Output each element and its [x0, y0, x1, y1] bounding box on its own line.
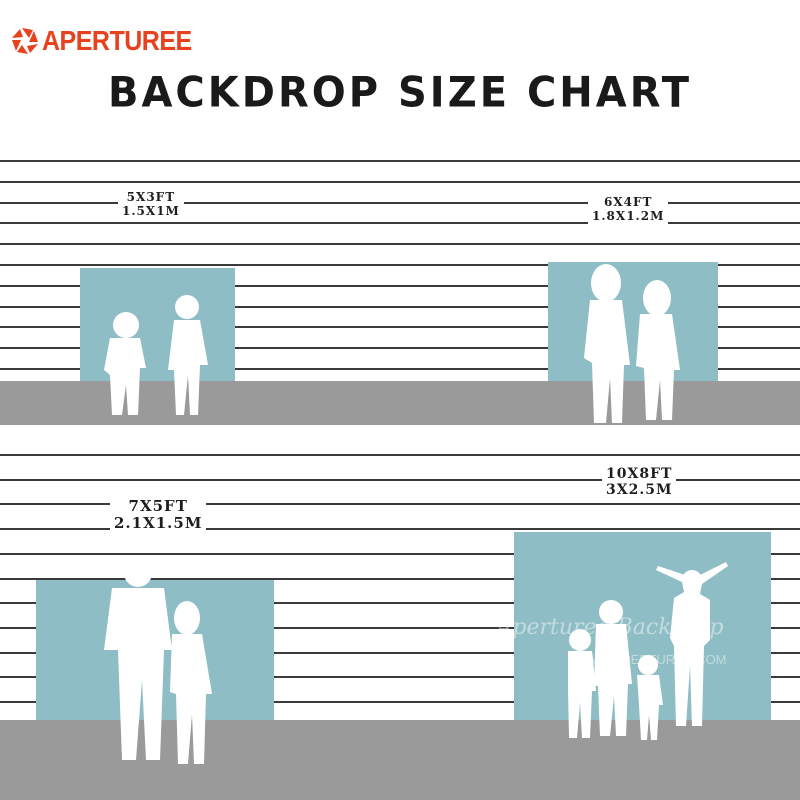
watermark-url: WWW.APERTUREE.COM: [573, 652, 727, 667]
size-label-10x8: 10X8FT 3X2.5M: [602, 466, 677, 499]
wall-line: [0, 180, 800, 183]
brand-logo: APERTUREE: [10, 25, 192, 56]
wall-line: [0, 243, 800, 246]
wall-line: [0, 305, 800, 308]
adult-silhouette: [170, 601, 212, 764]
page-title: BACKDROP SIZE CHART: [107, 68, 693, 118]
family-silhouette: [568, 562, 728, 740]
wall-line: [0, 552, 800, 555]
wall-line: [0, 528, 800, 531]
wall-line: [0, 201, 800, 204]
wall-line: [0, 454, 800, 456]
size-m: 2.1X1.5M: [114, 514, 203, 533]
wall-line: [0, 503, 800, 506]
wall-line: [0, 602, 800, 605]
wall-line: [0, 326, 800, 329]
child-silhouette: [104, 312, 146, 415]
aperture-icon: [12, 28, 38, 54]
wall-line: [0, 347, 800, 350]
size-label-6x4: 6X4FT 1.8X1.2M: [588, 195, 669, 224]
size-m: 1.5X1M: [122, 203, 180, 218]
logo-text: APERTUREE: [42, 25, 192, 56]
adult-silhouette: [584, 264, 630, 423]
wall-line: [0, 676, 800, 679]
wall-line: [0, 626, 800, 629]
wall-line: [0, 651, 800, 654]
size-label-7x5: 7X5FT 2.1X1.5M: [110, 497, 207, 533]
adult-silhouette: [636, 280, 680, 420]
size-ft: 6X4FT: [603, 195, 653, 209]
size-label-5x3: 5X3FT 1.5X1M: [118, 190, 184, 219]
adult-silhouette: [104, 559, 172, 760]
wall-line: [0, 701, 800, 703]
wall-line: [0, 284, 800, 287]
wall-line: [0, 264, 800, 266]
size-ft: 10X8FT: [606, 466, 673, 482]
wall-line: [0, 368, 800, 370]
size-m: 1.8X1.2M: [592, 208, 665, 223]
watermark-script: Aperturee Backdrop: [496, 615, 724, 640]
size-m: 3X2.5M: [606, 482, 673, 499]
wall-line: [0, 577, 800, 580]
wall-line: [0, 160, 800, 162]
wall-line: [0, 222, 800, 225]
size-ft: 5X3FT: [126, 190, 176, 204]
wall-line: [0, 478, 800, 481]
backdrop-6x4: [548, 262, 718, 381]
child-silhouette: [168, 295, 208, 415]
size-ft: 7X5FT: [128, 497, 188, 515]
